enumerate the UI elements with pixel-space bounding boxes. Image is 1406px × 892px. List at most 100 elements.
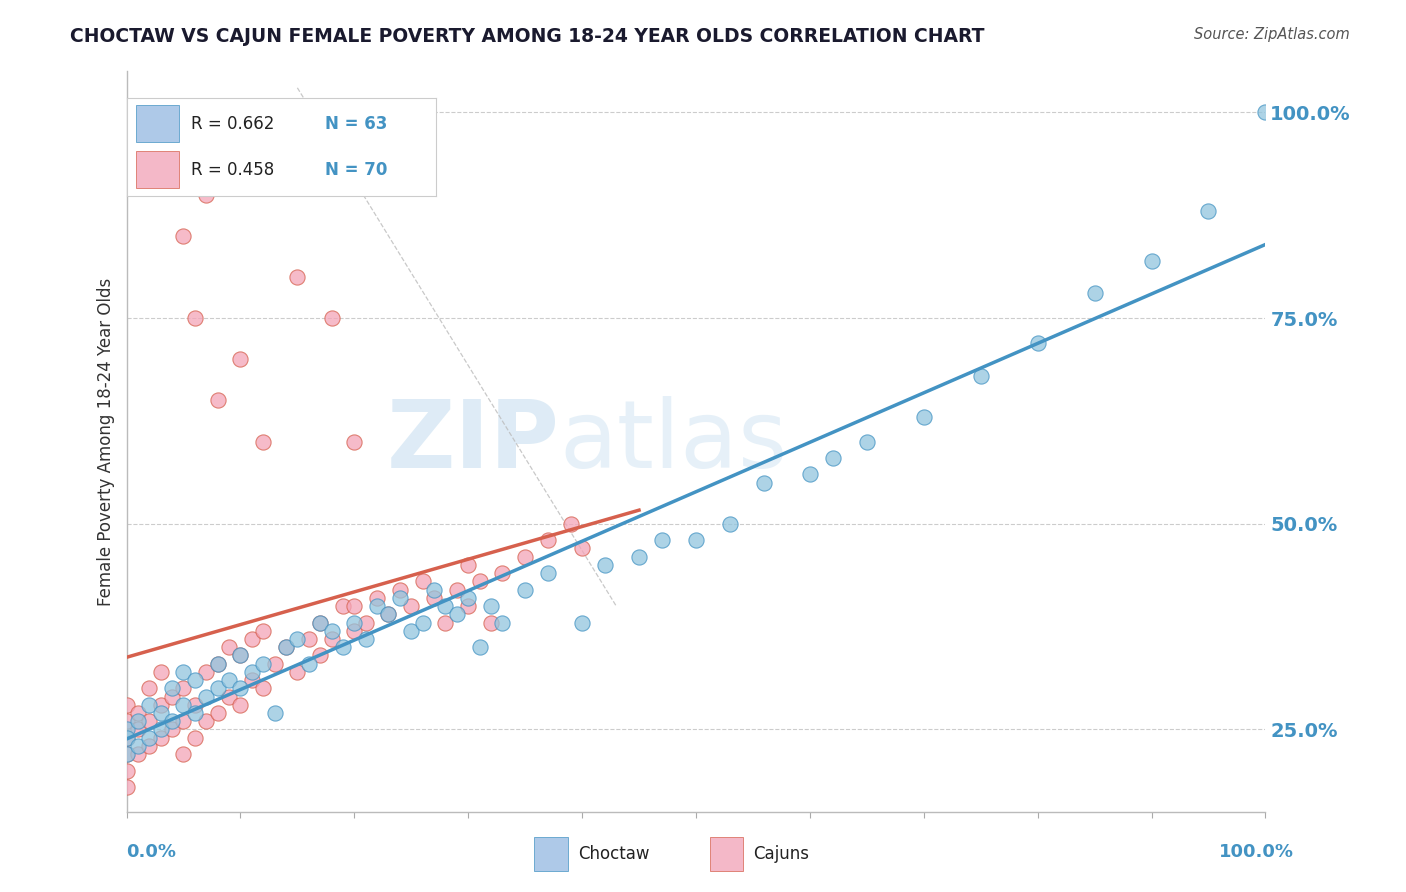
Point	[184, 698, 207, 712]
Point	[263, 706, 285, 720]
Point	[149, 731, 172, 745]
Point	[127, 747, 149, 761]
Point	[287, 665, 309, 679]
Point	[160, 714, 183, 729]
Point	[423, 582, 446, 597]
Point	[218, 673, 240, 687]
Point	[252, 681, 274, 696]
Point	[184, 706, 207, 720]
Point	[309, 615, 332, 630]
Point	[366, 591, 388, 605]
FancyBboxPatch shape	[136, 151, 179, 188]
Point	[343, 599, 366, 613]
Text: atlas: atlas	[560, 395, 787, 488]
Point	[229, 648, 252, 663]
Point	[321, 624, 343, 638]
Point	[821, 450, 844, 465]
Point	[332, 640, 354, 655]
Point	[240, 673, 263, 687]
Point	[229, 352, 252, 367]
Point	[571, 541, 593, 556]
Point	[195, 665, 218, 679]
Point	[855, 434, 877, 449]
Text: N = 70: N = 70	[325, 161, 387, 178]
Point	[309, 615, 332, 630]
Point	[160, 690, 183, 704]
Point	[115, 764, 138, 778]
Point	[377, 607, 399, 622]
Point	[537, 533, 560, 548]
Point	[685, 533, 707, 548]
Point	[172, 665, 194, 679]
Point	[115, 723, 138, 737]
Point	[287, 270, 309, 285]
Point	[479, 599, 502, 613]
Point	[298, 657, 321, 671]
Point	[138, 739, 160, 753]
Point	[515, 582, 537, 597]
Point	[457, 558, 479, 572]
Point	[115, 714, 138, 729]
Point	[149, 146, 172, 161]
Point	[754, 475, 776, 490]
Point	[401, 624, 423, 638]
Point	[115, 747, 138, 761]
Point	[298, 632, 321, 646]
FancyBboxPatch shape	[136, 105, 179, 142]
Point	[184, 311, 207, 326]
Point	[388, 582, 411, 597]
Point	[912, 409, 935, 424]
Text: Cajuns: Cajuns	[754, 845, 810, 863]
Text: Source: ZipAtlas.com: Source: ZipAtlas.com	[1194, 27, 1350, 42]
Point	[321, 311, 343, 326]
Point	[560, 516, 582, 531]
Point	[515, 549, 537, 564]
Point	[138, 714, 160, 729]
Point	[207, 657, 229, 671]
Point	[479, 615, 502, 630]
Point	[343, 434, 366, 449]
Text: R = 0.458: R = 0.458	[191, 161, 274, 178]
Point	[287, 632, 309, 646]
Point	[172, 228, 194, 243]
Point	[229, 681, 252, 696]
Point	[628, 549, 651, 564]
Point	[274, 640, 297, 655]
Point	[366, 599, 388, 613]
Point	[149, 698, 172, 712]
Point	[571, 615, 593, 630]
FancyBboxPatch shape	[710, 837, 744, 871]
Point	[446, 582, 468, 597]
Point	[115, 780, 138, 794]
Point	[401, 599, 423, 613]
Text: 100.0%: 100.0%	[1219, 843, 1294, 861]
Point	[149, 665, 172, 679]
Point	[195, 690, 218, 704]
Point	[207, 393, 229, 408]
Point	[412, 574, 434, 589]
Point	[354, 615, 377, 630]
Text: N = 63: N = 63	[325, 115, 387, 133]
Point	[321, 632, 343, 646]
Point	[229, 648, 252, 663]
Point	[434, 615, 457, 630]
Point	[354, 632, 377, 646]
Point	[149, 706, 172, 720]
Point	[184, 673, 207, 687]
Point	[274, 640, 297, 655]
Point	[457, 591, 479, 605]
Point	[138, 731, 160, 745]
Point	[127, 714, 149, 729]
Point	[491, 615, 513, 630]
Point	[412, 615, 434, 630]
Text: 0.0%: 0.0%	[127, 843, 177, 861]
Point	[195, 714, 218, 729]
Point	[1254, 105, 1277, 120]
Text: CHOCTAW VS CAJUN FEMALE POVERTY AMONG 18-24 YEAR OLDS CORRELATION CHART: CHOCTAW VS CAJUN FEMALE POVERTY AMONG 18…	[70, 27, 984, 45]
Point	[127, 723, 149, 737]
Point	[252, 624, 274, 638]
Point	[149, 723, 172, 737]
Point	[240, 665, 263, 679]
Point	[240, 632, 263, 646]
Point	[1140, 253, 1163, 268]
